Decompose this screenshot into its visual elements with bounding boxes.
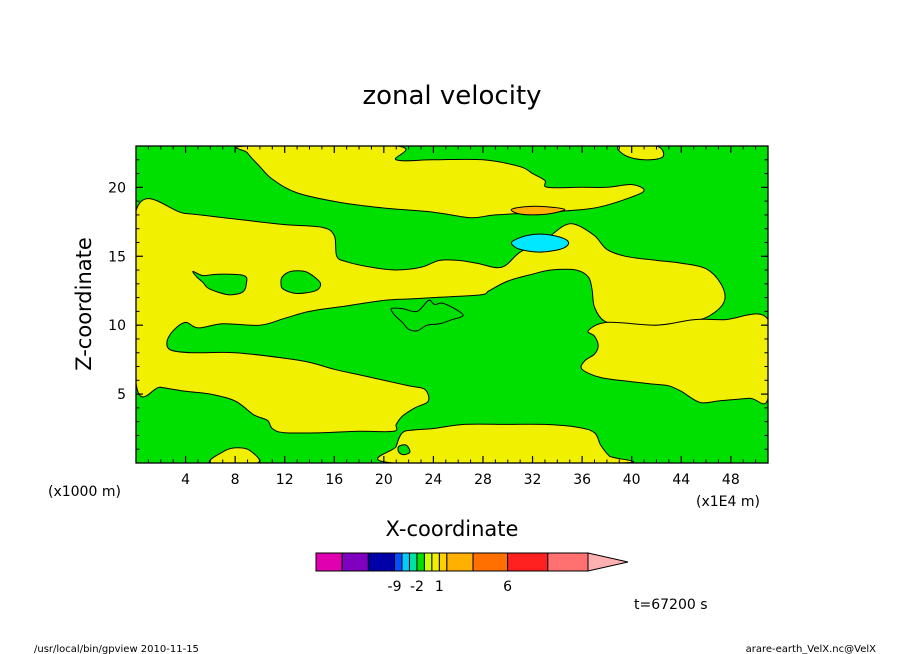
- x-tick-label: 20: [375, 472, 393, 488]
- x-tick-label: 40: [623, 472, 641, 488]
- x-tick-label: 16: [325, 472, 343, 488]
- colorbar-bin: [408, 552, 418, 572]
- colorbar-bin: [507, 552, 549, 572]
- contour-region-background-8: [280, 270, 322, 295]
- y-tick-label: 15: [108, 249, 126, 265]
- colorbar-tick-label: -2: [410, 579, 424, 595]
- colorbar-bin: [438, 552, 448, 572]
- contour-region-cyan-11: [510, 233, 570, 253]
- footer-left: /usr/local/bin/gpview 2010-11-15: [34, 644, 199, 654]
- colorbar-tick-label: 6: [503, 579, 512, 595]
- chart-title: zonal velocity: [362, 81, 541, 111]
- colorbar-tick-label: 1: [435, 579, 444, 595]
- contour-region-positive-4: [377, 423, 635, 463]
- time-label: t=67200 s: [634, 597, 708, 613]
- colorbar-bin: [416, 552, 425, 572]
- plot-area: [136, 146, 768, 463]
- contour-region-orange-10: [510, 205, 566, 216]
- colorbar-bin: [472, 552, 509, 572]
- colorbar-bin: [401, 552, 410, 572]
- y-tick-label: 10: [108, 318, 126, 334]
- x-unit-note: (x1E4 m): [696, 494, 760, 510]
- colorbar-bin: [367, 552, 396, 572]
- y-axis-label: Z-coordinate: [72, 237, 96, 371]
- colorbar-bin: [423, 552, 433, 572]
- x-tick-label: 12: [276, 472, 294, 488]
- colorbar-bin: [394, 552, 403, 572]
- colorbar-bin: [431, 552, 440, 572]
- contour-region-positive-1: [616, 146, 665, 161]
- x-tick-label: 32: [524, 472, 542, 488]
- x-tick-label: 44: [672, 472, 690, 488]
- y-unit-note: (x1000 m): [48, 484, 121, 500]
- contour-region-positive-5: [208, 447, 261, 463]
- x-axis-label: X-coordinate: [386, 517, 519, 541]
- x-tick-label: 36: [573, 472, 591, 488]
- x-tick-label: 8: [231, 472, 240, 488]
- plot-frame: [135, 145, 769, 464]
- colorbar-bin: [446, 552, 474, 572]
- colorbar-extension-arrow: [587, 552, 629, 572]
- contour-region-positive-2: [136, 198, 726, 434]
- x-tick-label: 24: [424, 472, 442, 488]
- contour-region-background-7: [192, 270, 248, 296]
- colorbar-bin: [547, 552, 589, 572]
- contour-region-positive-0: [235, 146, 645, 219]
- colorbar-bin: [315, 552, 343, 572]
- contour-region-background-6: [397, 444, 411, 456]
- y-tick-label: 5: [117, 387, 126, 403]
- x-tick-label: 48: [722, 472, 740, 488]
- colorbar: -9 -2 1 6: [315, 552, 629, 595]
- x-tick-label: 28: [474, 472, 492, 488]
- y-tick-label: 20: [108, 180, 126, 196]
- footer-right: arare-earth_VelX.nc@VelX: [746, 644, 877, 654]
- colorbar-bin: [341, 552, 369, 572]
- x-tick-label: 4: [181, 472, 190, 488]
- contour-region-positive-3: [580, 313, 768, 405]
- contour-region-background-9: [390, 299, 464, 332]
- colorbar-tick-label: -9: [388, 579, 402, 595]
